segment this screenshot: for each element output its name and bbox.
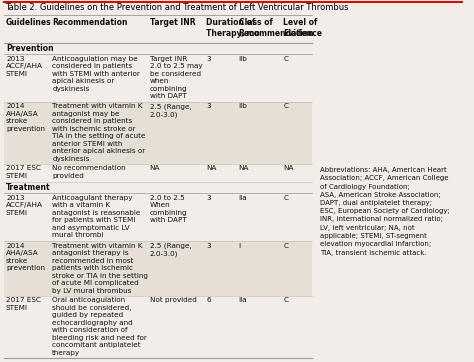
Text: Anticoagulation may be
considered in patients
with STEMI with anterior
apical ak: Anticoagulation may be considered in pat… (52, 56, 140, 92)
Text: C: C (283, 56, 288, 62)
Text: 6: 6 (206, 298, 211, 303)
Text: Guidelines: Guidelines (6, 18, 52, 27)
Text: Treatment: Treatment (6, 183, 51, 192)
Bar (4, 102, 312, 164)
Bar (4, 241, 312, 296)
Text: Treatment with vitamin K
antagonist therapy is
recommended in most
patients with: Treatment with vitamin K antagonist ther… (52, 243, 148, 294)
Text: IIb: IIb (239, 103, 247, 109)
Text: 2014
AHA/ASA
stroke
prevention: 2014 AHA/ASA stroke prevention (6, 243, 45, 271)
Text: Oral anticoagulation
should be considered,
guided by repeated
echocardiography a: Oral anticoagulation should be considere… (52, 298, 147, 356)
Text: 2.5 (Range,
2.0-3.0): 2.5 (Range, 2.0-3.0) (150, 103, 191, 118)
Text: C: C (283, 195, 288, 201)
Text: C: C (283, 243, 288, 249)
Text: Treatment with vitamin K
antagonist may be
considered in patients
with ischemic : Treatment with vitamin K antagonist may … (52, 103, 146, 162)
Text: No recommendation
provided: No recommendation provided (52, 165, 126, 179)
Text: 3: 3 (206, 195, 211, 201)
Text: Target INR
2.0 to 2.5 may
be considered
when
combining
with DAPT: Target INR 2.0 to 2.5 may be considered … (150, 56, 202, 99)
Text: Anticoagulant therapy
with a vitamin K
antagonist is reasonable
for patients wit: Anticoagulant therapy with a vitamin K a… (52, 195, 141, 239)
Text: Table 2. Guidelines on the Prevention and Treatment of Left Ventricular Thrombus: Table 2. Guidelines on the Prevention an… (5, 3, 348, 12)
Text: Recommendation: Recommendation (52, 18, 128, 27)
Text: Duration of
Therapy, mo: Duration of Therapy, mo (206, 18, 260, 38)
Text: I: I (239, 243, 241, 249)
Text: 2014
AHA/ASA
stroke
prevention: 2014 AHA/ASA stroke prevention (6, 103, 45, 132)
Text: Class of
Recommendation: Class of Recommendation (239, 18, 314, 38)
Text: 3: 3 (206, 103, 211, 109)
Text: 2017 ESC
STEMI: 2017 ESC STEMI (6, 298, 41, 311)
Text: NA: NA (283, 165, 294, 171)
Text: IIa: IIa (239, 298, 247, 303)
Text: Target INR: Target INR (150, 18, 195, 27)
Text: IIb: IIb (239, 56, 247, 62)
Text: NA: NA (239, 165, 249, 171)
Text: 3: 3 (206, 243, 211, 249)
Text: 2.0 to 2.5
When
combining
with DAPT: 2.0 to 2.5 When combining with DAPT (150, 195, 187, 223)
Text: Abbreviations: AHA, American Heart
Association; ACCF, American College
of Cardio: Abbreviations: AHA, American Heart Assoc… (320, 167, 450, 256)
Text: NA: NA (206, 165, 217, 171)
Text: 2013
ACCF/AHA
STEMI: 2013 ACCF/AHA STEMI (6, 195, 43, 216)
Text: 3: 3 (206, 56, 211, 62)
Text: Prevention: Prevention (6, 44, 54, 53)
Text: Not provided: Not provided (150, 298, 197, 303)
Text: 2017 ESC
STEMI: 2017 ESC STEMI (6, 165, 41, 179)
Text: 2013
ACCF/AHA
STEMI: 2013 ACCF/AHA STEMI (6, 56, 43, 77)
Text: C: C (283, 298, 288, 303)
Text: 2.5 (Range,
2.0-3.0): 2.5 (Range, 2.0-3.0) (150, 243, 191, 257)
Text: Level of
Evidence: Level of Evidence (283, 18, 322, 38)
Text: IIa: IIa (239, 195, 247, 201)
Text: C: C (283, 103, 288, 109)
Text: NA: NA (150, 165, 160, 171)
